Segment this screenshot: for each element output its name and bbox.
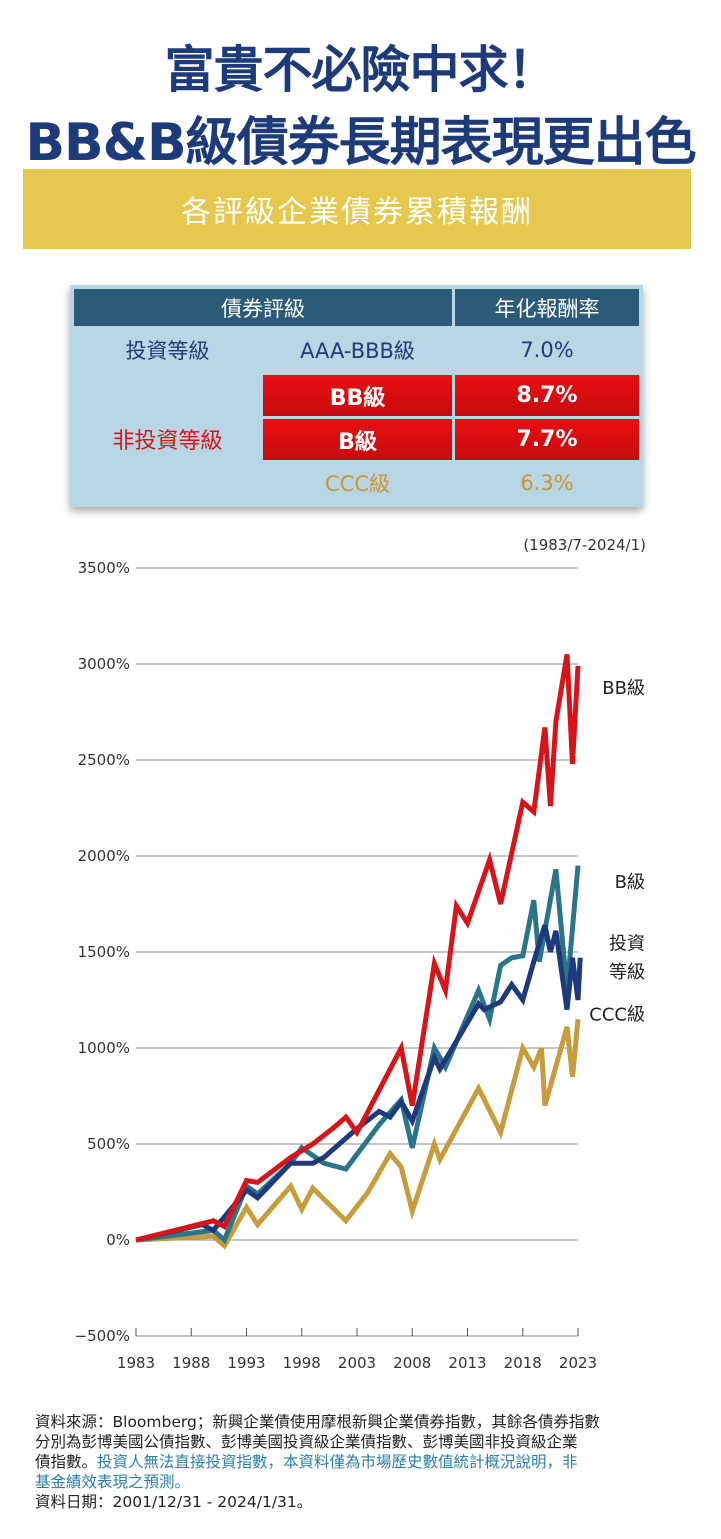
x-tick-label: 1993 [227,1354,265,1372]
x-tick-label: 1998 [283,1354,321,1372]
header-return: 年化報酬率 [455,289,639,326]
series-line [135,653,581,1243]
series-label: 投資 [609,933,645,954]
header-rating: 債券評級 [74,289,452,326]
chart-banner: 各評級企業債券累積報酬 [23,169,691,249]
series-label: CCC級 [589,1004,645,1025]
footer-source-line-4: 基金績效表現之預測。 [35,1473,191,1491]
x-tick-label: 2013 [448,1354,486,1372]
x-tick-label: 2023 [559,1354,597,1372]
y-tick-label: 1000% [78,1039,130,1057]
series-label: B級 [615,872,645,893]
y-tick-label: 2000% [78,847,130,865]
series-label: BB級 [602,678,645,699]
investment-grade-label: 投資等級 [74,329,261,371]
grade-ccc: CCC級 [263,463,452,503]
return-aaa-bbb: 7.0% [455,329,639,371]
footer-source-line-3a: 債指數。 [35,1453,98,1471]
footer-disclaimer: 投資人無法直接投資指數，本資料僅為市場歷史數值統計概況說明，非 [97,1453,578,1471]
return-ccc: 6.3% [455,463,639,503]
non-investment-grade-label: 非投資等級 [74,374,261,503]
footer-source-line-3: 債指數。投資人無法直接投資指數，本資料僅為市場歷史數值統計概況說明，非 [35,1452,690,1472]
x-tick-label: 2003 [338,1354,376,1372]
y-tick-label: 2500% [78,751,130,769]
grade-aaa-bbb: AAA-BBB級 [263,329,452,371]
y-tick-label: −500% [75,1327,130,1345]
return-table: 債券評級 年化報酬率 投資等級 AAA-BBB級 7.0% 非投資等級 BB級 … [70,285,643,507]
page-title: 富貴不必險中求！ [164,41,558,99]
series-line [135,1018,581,1250]
y-tick-label: 3500% [78,559,130,577]
footer-source-line-2: 分別為彭博美國公債指數、彭博美國投資級企業債指數、彭博美國非投資級企業 [35,1433,578,1451]
period-note: (1983/7-2024/1) [523,536,646,554]
x-tick-label: 1983 [117,1354,155,1372]
return-b: 7.7% [455,419,639,460]
grade-b: B級 [263,419,452,460]
x-tick-label: 1988 [172,1354,210,1372]
series-line [135,924,583,1243]
y-tick-label: 0% [106,1231,130,1249]
footer-source: 資料來源：Bloomberg；新興企業債使用摩根新興企業債券指數，其餘各債券指數… [35,1412,690,1512]
y-tick-label: 3000% [78,655,130,673]
footer-date: 資料日期：2001/12/31 - 2024/1/31。 [35,1493,313,1511]
grade-bb: BB級 [263,375,452,416]
return-bb: 8.7% [455,375,639,416]
footer-source-line-1: 資料來源：Bloomberg；新興企業債使用摩根新興企業債券指數，其餘各債券指數 [35,1413,600,1431]
cumulative-return-chart: (1983/7-2024/1) −500% 0% 500% 1000% 1500% 200… [75,536,646,1372]
page-subtitle: BB&B級債券長期表現更出色 [25,113,696,173]
y-tick-label: 1500% [78,943,130,961]
y-tick-label: 500% [87,1135,130,1153]
x-tick-label: 2018 [504,1354,542,1372]
series-line [135,865,581,1245]
series-label: 等級 [609,962,645,983]
x-tick-label: 2008 [393,1354,431,1372]
